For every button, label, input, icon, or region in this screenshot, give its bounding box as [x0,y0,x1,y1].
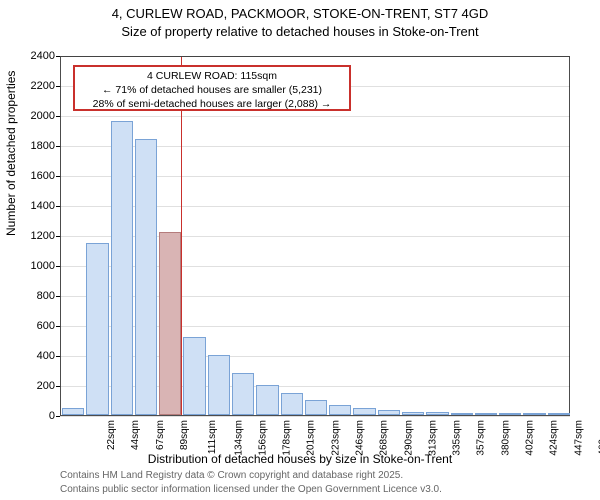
annotation-line2: ← 71% of detached houses are smaller (5,… [79,83,345,97]
ytick-label: 2000 [5,110,55,122]
histogram-bar [353,408,375,416]
xtick-label: 380sqm [500,420,511,456]
histogram-bar [499,413,521,415]
ytick-label: 2200 [5,80,55,92]
chart-title-line1: 4, CURLEW ROAD, PACKMOOR, STOKE-ON-TRENT… [0,6,600,21]
ytick-mark [56,416,60,417]
xtick-label: 290sqm [403,420,414,456]
histogram-bar-highlight [159,232,181,415]
histogram-bar [426,412,448,415]
ytick-label: 0 [5,410,55,422]
xtick-label: 111sqm [207,420,218,454]
ytick-label: 800 [5,290,55,302]
ytick-label: 600 [5,320,55,332]
histogram-bar [135,139,157,415]
xtick-label: 335sqm [452,420,463,456]
histogram-bar [305,400,327,415]
xtick-label: 44sqm [130,420,141,450]
histogram-bar [451,413,473,415]
histogram-bar [62,408,84,416]
histogram-bar [475,413,497,415]
annotation-line3: 28% of semi-detached houses are larger (… [79,97,345,111]
xtick-label: 178sqm [282,420,293,456]
histogram-bar [111,121,133,415]
chart-container: 4, CURLEW ROAD, PACKMOOR, STOKE-ON-TRENT… [0,0,600,500]
histogram-bar [329,405,351,416]
histogram-bar [548,413,570,415]
annotation-box: 4 CURLEW ROAD: 115sqm ← 71% of detached … [73,65,351,111]
xtick-label: 201sqm [306,420,317,456]
xtick-label: 22sqm [106,420,117,450]
xtick-label: 67sqm [155,420,166,450]
xtick-label: 357sqm [476,420,487,456]
ytick-label: 2400 [5,50,55,62]
histogram-bar [183,337,205,415]
xtick-label: 402sqm [525,420,536,456]
ytick-label: 1400 [5,200,55,212]
gridline-y [60,416,570,417]
annotation-line1: 4 CURLEW ROAD: 115sqm [79,69,345,83]
histogram-bar [281,393,303,416]
ytick-label: 1600 [5,170,55,182]
footer-line2: Contains public sector information licen… [60,484,442,495]
histogram-bar [378,410,400,415]
ytick-label: 1000 [5,260,55,272]
xtick-label: 156sqm [257,420,268,456]
ytick-label: 1800 [5,140,55,152]
xtick-label: 424sqm [549,420,560,456]
x-axis-label: Distribution of detached houses by size … [0,452,600,466]
histogram-bar [402,412,424,415]
xtick-label: 447sqm [573,420,584,456]
xtick-label: 246sqm [355,420,366,456]
histogram-bar [523,413,545,415]
histogram-bar [86,243,108,416]
xtick-label: 134sqm [233,420,244,456]
xtick-label: 268sqm [379,420,390,456]
ytick-label: 400 [5,350,55,362]
xtick-label: 89sqm [179,420,190,450]
histogram-bar [256,385,278,415]
plot-area: 4 CURLEW ROAD: 115sqm ← 71% of detached … [60,56,570,416]
xtick-label: 223sqm [330,420,341,456]
ytick-label: 200 [5,380,55,392]
histogram-bar [208,355,230,415]
chart-title-line2: Size of property relative to detached ho… [0,24,600,39]
histogram-bar [232,373,254,415]
footer-line1: Contains HM Land Registry data © Crown c… [60,470,403,481]
ytick-label: 1200 [5,230,55,242]
xtick-label: 313sqm [427,420,438,456]
